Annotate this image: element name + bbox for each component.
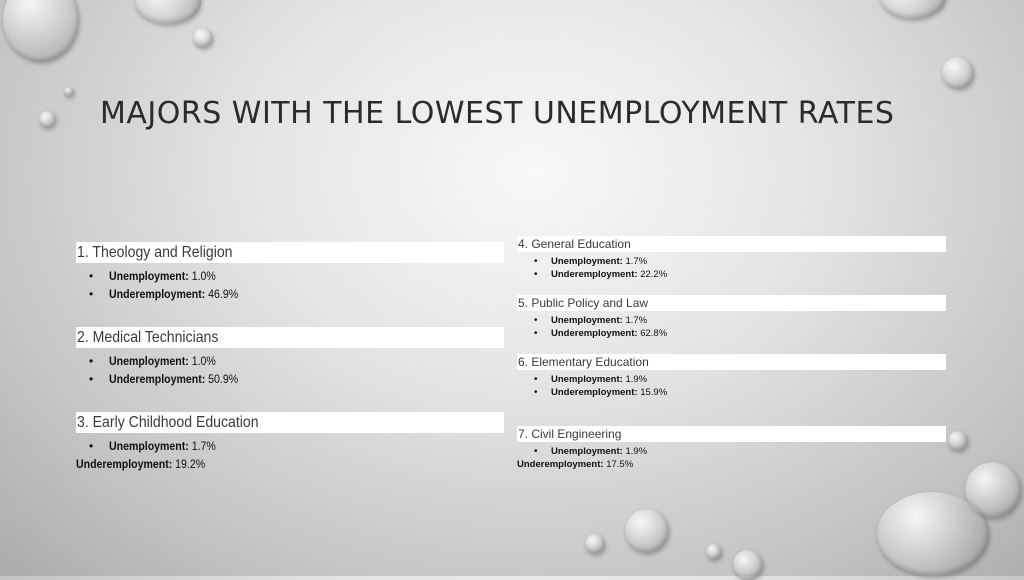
- water-droplet-decoration: [64, 87, 74, 97]
- water-droplet-decoration: [706, 544, 722, 560]
- major-heading: 4. General Education: [517, 236, 946, 252]
- water-droplet-decoration: [880, 0, 946, 19]
- major-item: 3. Early Childhood Education Unemploymen…: [76, 412, 504, 473]
- underemployment-line: Underemployment: 22.2%: [517, 269, 946, 282]
- unemployment-line: Unemployment: 1.9%: [517, 374, 946, 387]
- water-droplet-decoration: [733, 550, 763, 580]
- right-majors-list: 4. General Education Unemployment: 1.7% …: [517, 236, 946, 485]
- water-droplet-decoration: [39, 111, 56, 128]
- underemployment-line: Underemployment: 17.5%: [517, 458, 634, 470]
- water-droplet-decoration: [135, 0, 201, 24]
- major-heading: 7. Civil Engineering: [517, 426, 946, 442]
- water-droplet-decoration: [193, 28, 213, 48]
- water-droplet-decoration: [948, 431, 968, 451]
- water-droplet-decoration: [3, 0, 79, 62]
- water-droplet-decoration: [625, 509, 669, 553]
- major-item: 4. General Education Unemployment: 1.7% …: [517, 236, 946, 281]
- unemployment-line: Unemployment: 1.7%: [517, 256, 946, 269]
- major-item: 7. Civil Engineering Unemployment: 1.9% …: [517, 426, 946, 471]
- left-majors-list: 1. Theology and Religion Unemployment: 1…: [76, 242, 504, 486]
- major-heading: 1. Theology and Religion: [76, 242, 504, 263]
- underemployment-line: Underemployment: 19.2%: [76, 456, 206, 471]
- unemployment-line: Unemployment: 1.0%: [76, 268, 504, 286]
- major-item: 1. Theology and Religion Unemployment: 1…: [76, 242, 504, 303]
- major-item: 2. Medical Technicians Unemployment: 1.0…: [76, 327, 504, 388]
- major-heading: 3. Early Childhood Education: [76, 412, 504, 433]
- underemployment-line: Underemployment: 46.9%: [76, 286, 504, 304]
- underemployment-line: Underemployment: 15.9%: [517, 387, 946, 400]
- underemployment-line: Underemployment: 50.9%: [76, 371, 504, 389]
- major-item: 6. Elementary Education Unemployment: 1.…: [517, 354, 946, 399]
- major-heading: 6. Elementary Education: [517, 354, 946, 370]
- unemployment-line: Unemployment: 1.9%: [517, 446, 946, 459]
- water-droplet-decoration: [877, 492, 989, 576]
- slide-title: MAJORS WITH THE LOWEST UNEMPLOYMENT RATE…: [100, 96, 895, 131]
- unemployment-line: Unemployment: 1.7%: [76, 438, 504, 456]
- major-heading: 5. Public Policy and Law: [517, 295, 946, 311]
- major-item: 5. Public Policy and Law Unemployment: 1…: [517, 295, 946, 340]
- water-droplet-decoration: [585, 534, 605, 554]
- unemployment-line: Unemployment: 1.0%: [76, 353, 504, 371]
- underemployment-line: Underemployment: 62.8%: [517, 328, 946, 341]
- major-heading: 2. Medical Technicians: [76, 327, 504, 348]
- unemployment-line: Unemployment: 1.7%: [517, 315, 946, 328]
- water-droplet-decoration: [942, 57, 974, 89]
